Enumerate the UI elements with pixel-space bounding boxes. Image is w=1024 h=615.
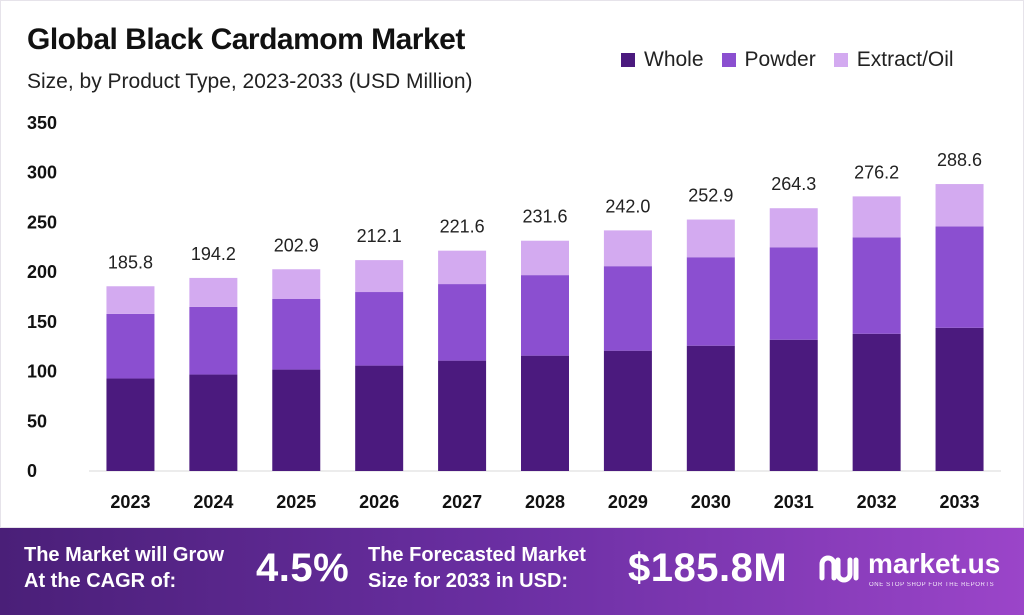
bar-segment-extract-oil: [438, 250, 487, 285]
bar-total-label: 185.8: [108, 252, 153, 272]
cagr-caption-line1: The Market will Grow: [24, 544, 225, 566]
y-tick-label: 300: [27, 163, 57, 183]
bar-segment-extract-oil: [852, 196, 901, 238]
cagr-caption: The Market will Grow At the CAGR of:: [24, 542, 224, 594]
legend-item-powder: Powder: [721, 48, 816, 72]
x-tick-label: 2031: [774, 492, 814, 512]
bar-segment-powder: [521, 275, 569, 356]
bar-segment-powder: [189, 306, 238, 375]
x-tick-label: 2030: [691, 492, 731, 512]
bar-total-label: 231.6: [522, 207, 567, 227]
chart-legend: Whole Powder Extract/Oil: [621, 48, 954, 72]
bar-segment-whole: [935, 327, 984, 471]
bar-segment-extract-oil: [935, 184, 984, 227]
x-tick-label: 2025: [276, 492, 316, 512]
bar-segment-powder: [355, 292, 404, 366]
summary-banner: The Market will Grow At the CAGR of: 4.5…: [0, 528, 1024, 615]
bar-segment-extract-oil: [603, 230, 652, 267]
y-tick-label: 200: [27, 262, 57, 282]
bar-segment-whole: [769, 339, 818, 471]
legend-swatch-powder: [721, 53, 736, 67]
bar-segment-whole: [272, 369, 321, 471]
bar-segment-whole: [106, 378, 155, 471]
y-tick-label: 100: [27, 362, 57, 382]
stacked-bar-chart: 0 50 100 150 200 250 300 350 185.8 2023 194.2 2024 2…: [27, 113, 1001, 512]
bar-total-label: 194.2: [191, 244, 236, 264]
x-tick-label: 2027: [442, 492, 482, 512]
y-tick-label: 350: [27, 113, 57, 133]
legend-item-extract-oil: Extract/Oil: [833, 48, 954, 72]
bar-segment-whole: [521, 355, 569, 471]
bar-segment-powder: [438, 284, 487, 361]
bar-segment-whole: [852, 333, 901, 471]
bar-segment-whole: [603, 350, 652, 471]
bar-segment-powder: [106, 313, 155, 379]
bar-segment-powder: [935, 226, 984, 328]
bar-total-label: 276.2: [854, 162, 899, 182]
bar-segment-powder: [852, 237, 901, 334]
bar-total-label: 288.6: [937, 150, 982, 170]
x-tick-label: 2029: [608, 492, 648, 512]
forecast-caption-line2: Size for 2033 in USD:: [368, 570, 569, 592]
bar-segment-whole: [189, 374, 238, 471]
x-tick-label: 2023: [110, 492, 150, 512]
forecast-caption: The Forecasted Market Size for 2033 in U…: [368, 542, 586, 594]
bar-segment-powder: [272, 298, 321, 370]
x-tick-label: 2026: [359, 492, 399, 512]
bar-segment-extract-oil: [189, 277, 238, 307]
brand-tagline: ONE STOP SHOP FOR THE REPORTS: [869, 582, 995, 588]
legend-item-whole: Whole: [621, 48, 704, 72]
bar-segment-extract-oil: [686, 219, 735, 258]
y-tick-label: 50: [27, 411, 47, 431]
chart-title: Global Black Cardamom Market: [27, 23, 465, 56]
x-tick-label: 2033: [940, 492, 980, 512]
y-tick-label: 150: [27, 312, 57, 332]
chart-subtitle: Size, by Product Type, 2023-2033 (USD Mi…: [27, 70, 473, 93]
forecast-value: $185.8M: [628, 546, 788, 590]
legend-swatch-extract-oil: [833, 53, 848, 67]
brand-name: market.us: [868, 548, 1001, 579]
bar-segment-powder: [769, 247, 818, 340]
x-tick-label: 2032: [857, 492, 897, 512]
chart-card: Global Black Cardamom Market Size, by Pr…: [0, 0, 1024, 528]
bar-total-label: 252.9: [688, 186, 733, 206]
y-tick-label: 250: [27, 212, 57, 232]
legend-label-extract-oil: Extract/Oil: [856, 48, 954, 71]
bar-segment-powder: [686, 257, 735, 346]
bar-total-label: 264.3: [771, 174, 816, 194]
cagr-caption-line2: At the CAGR of:: [24, 570, 177, 592]
cagr-value: 4.5%: [256, 546, 350, 590]
bar-segment-extract-oil: [769, 208, 818, 248]
x-tick-label: 2028: [525, 492, 565, 512]
bar-segment-whole: [438, 360, 487, 471]
bar-segment-whole: [686, 345, 735, 471]
bar-total-label: 212.1: [357, 226, 402, 246]
bar-segment-extract-oil: [355, 260, 404, 293]
bar-total-label: 221.6: [440, 217, 485, 237]
bar-segment-extract-oil: [106, 286, 155, 314]
y-tick-label: 0: [27, 461, 37, 481]
bar-segment-extract-oil: [521, 240, 569, 276]
bar-segment-powder: [603, 266, 652, 351]
bar-total-label: 202.9: [274, 235, 319, 255]
bar-segment-whole: [355, 365, 404, 471]
x-tick-label: 2024: [193, 492, 233, 512]
legend-label-whole: Whole: [644, 48, 704, 71]
bar-segment-extract-oil: [272, 269, 321, 299]
legend-label-powder: Powder: [744, 48, 816, 71]
market-us-logo-icon: [819, 555, 859, 583]
bar-total-label: 242.0: [605, 196, 650, 216]
legend-swatch-whole: [621, 53, 635, 67]
forecast-caption-line1: The Forecasted Market: [368, 544, 586, 566]
